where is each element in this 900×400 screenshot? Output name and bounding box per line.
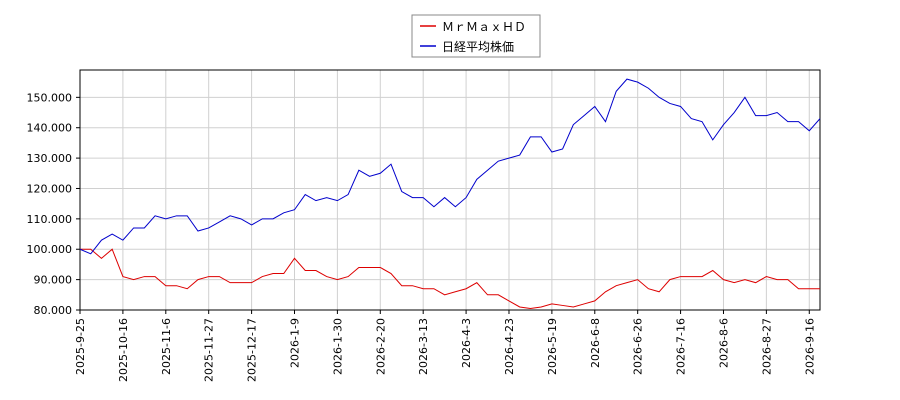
- x-tick-label: 2026-2-20: [374, 318, 387, 375]
- y-tick-label: 150.000: [27, 91, 73, 104]
- y-tick-label: 90.000: [34, 274, 73, 287]
- y-tick-label: 110.000: [27, 213, 73, 226]
- x-tick-label: 2026-7-16: [675, 318, 688, 375]
- plot-frame: [79, 69, 821, 311]
- x-tick-label: 2026-8-6: [717, 318, 730, 368]
- series-line: [80, 248, 820, 309]
- x-tick-label: 2025-11-6: [160, 318, 173, 375]
- x-tick-label: 2025-9-25: [74, 318, 87, 375]
- series-line: [79, 78, 821, 255]
- x-tick-label: 2025-10-16: [117, 318, 130, 382]
- x-tick-label: 2026-9-16: [803, 318, 816, 375]
- legend-label: 日経平均株価: [442, 39, 514, 54]
- x-tick-label: 2026-5-19: [546, 318, 559, 375]
- y-tick-label: 120.000: [27, 182, 73, 195]
- x-tick-label: 2026-6-8: [589, 318, 602, 368]
- y-tick-label: 140.000: [27, 122, 73, 135]
- x-tick-label: 2026-3-13: [417, 318, 430, 375]
- x-tick-label: 2026-8-27: [760, 318, 773, 375]
- y-tick-label: 100.000: [27, 243, 73, 256]
- y-tick-label: 80.000: [34, 304, 73, 317]
- y-tick-label: 130.000: [27, 152, 73, 165]
- x-tick-label: 2026-4-23: [503, 318, 516, 375]
- legend-label: ＭｒＭａｘＨＤ: [442, 20, 526, 34]
- x-tick-label: 2026-1-9: [288, 318, 301, 368]
- legend-box: [411, 14, 541, 58]
- x-tick-label: 2025-11-27: [203, 318, 216, 382]
- x-tick-label: 2026-6-26: [632, 318, 645, 375]
- x-tick-label: 2026-4-3: [460, 318, 473, 368]
- x-tick-label: 2025-12-17: [246, 318, 259, 382]
- x-tick-label: 2026-1-30: [331, 318, 344, 375]
